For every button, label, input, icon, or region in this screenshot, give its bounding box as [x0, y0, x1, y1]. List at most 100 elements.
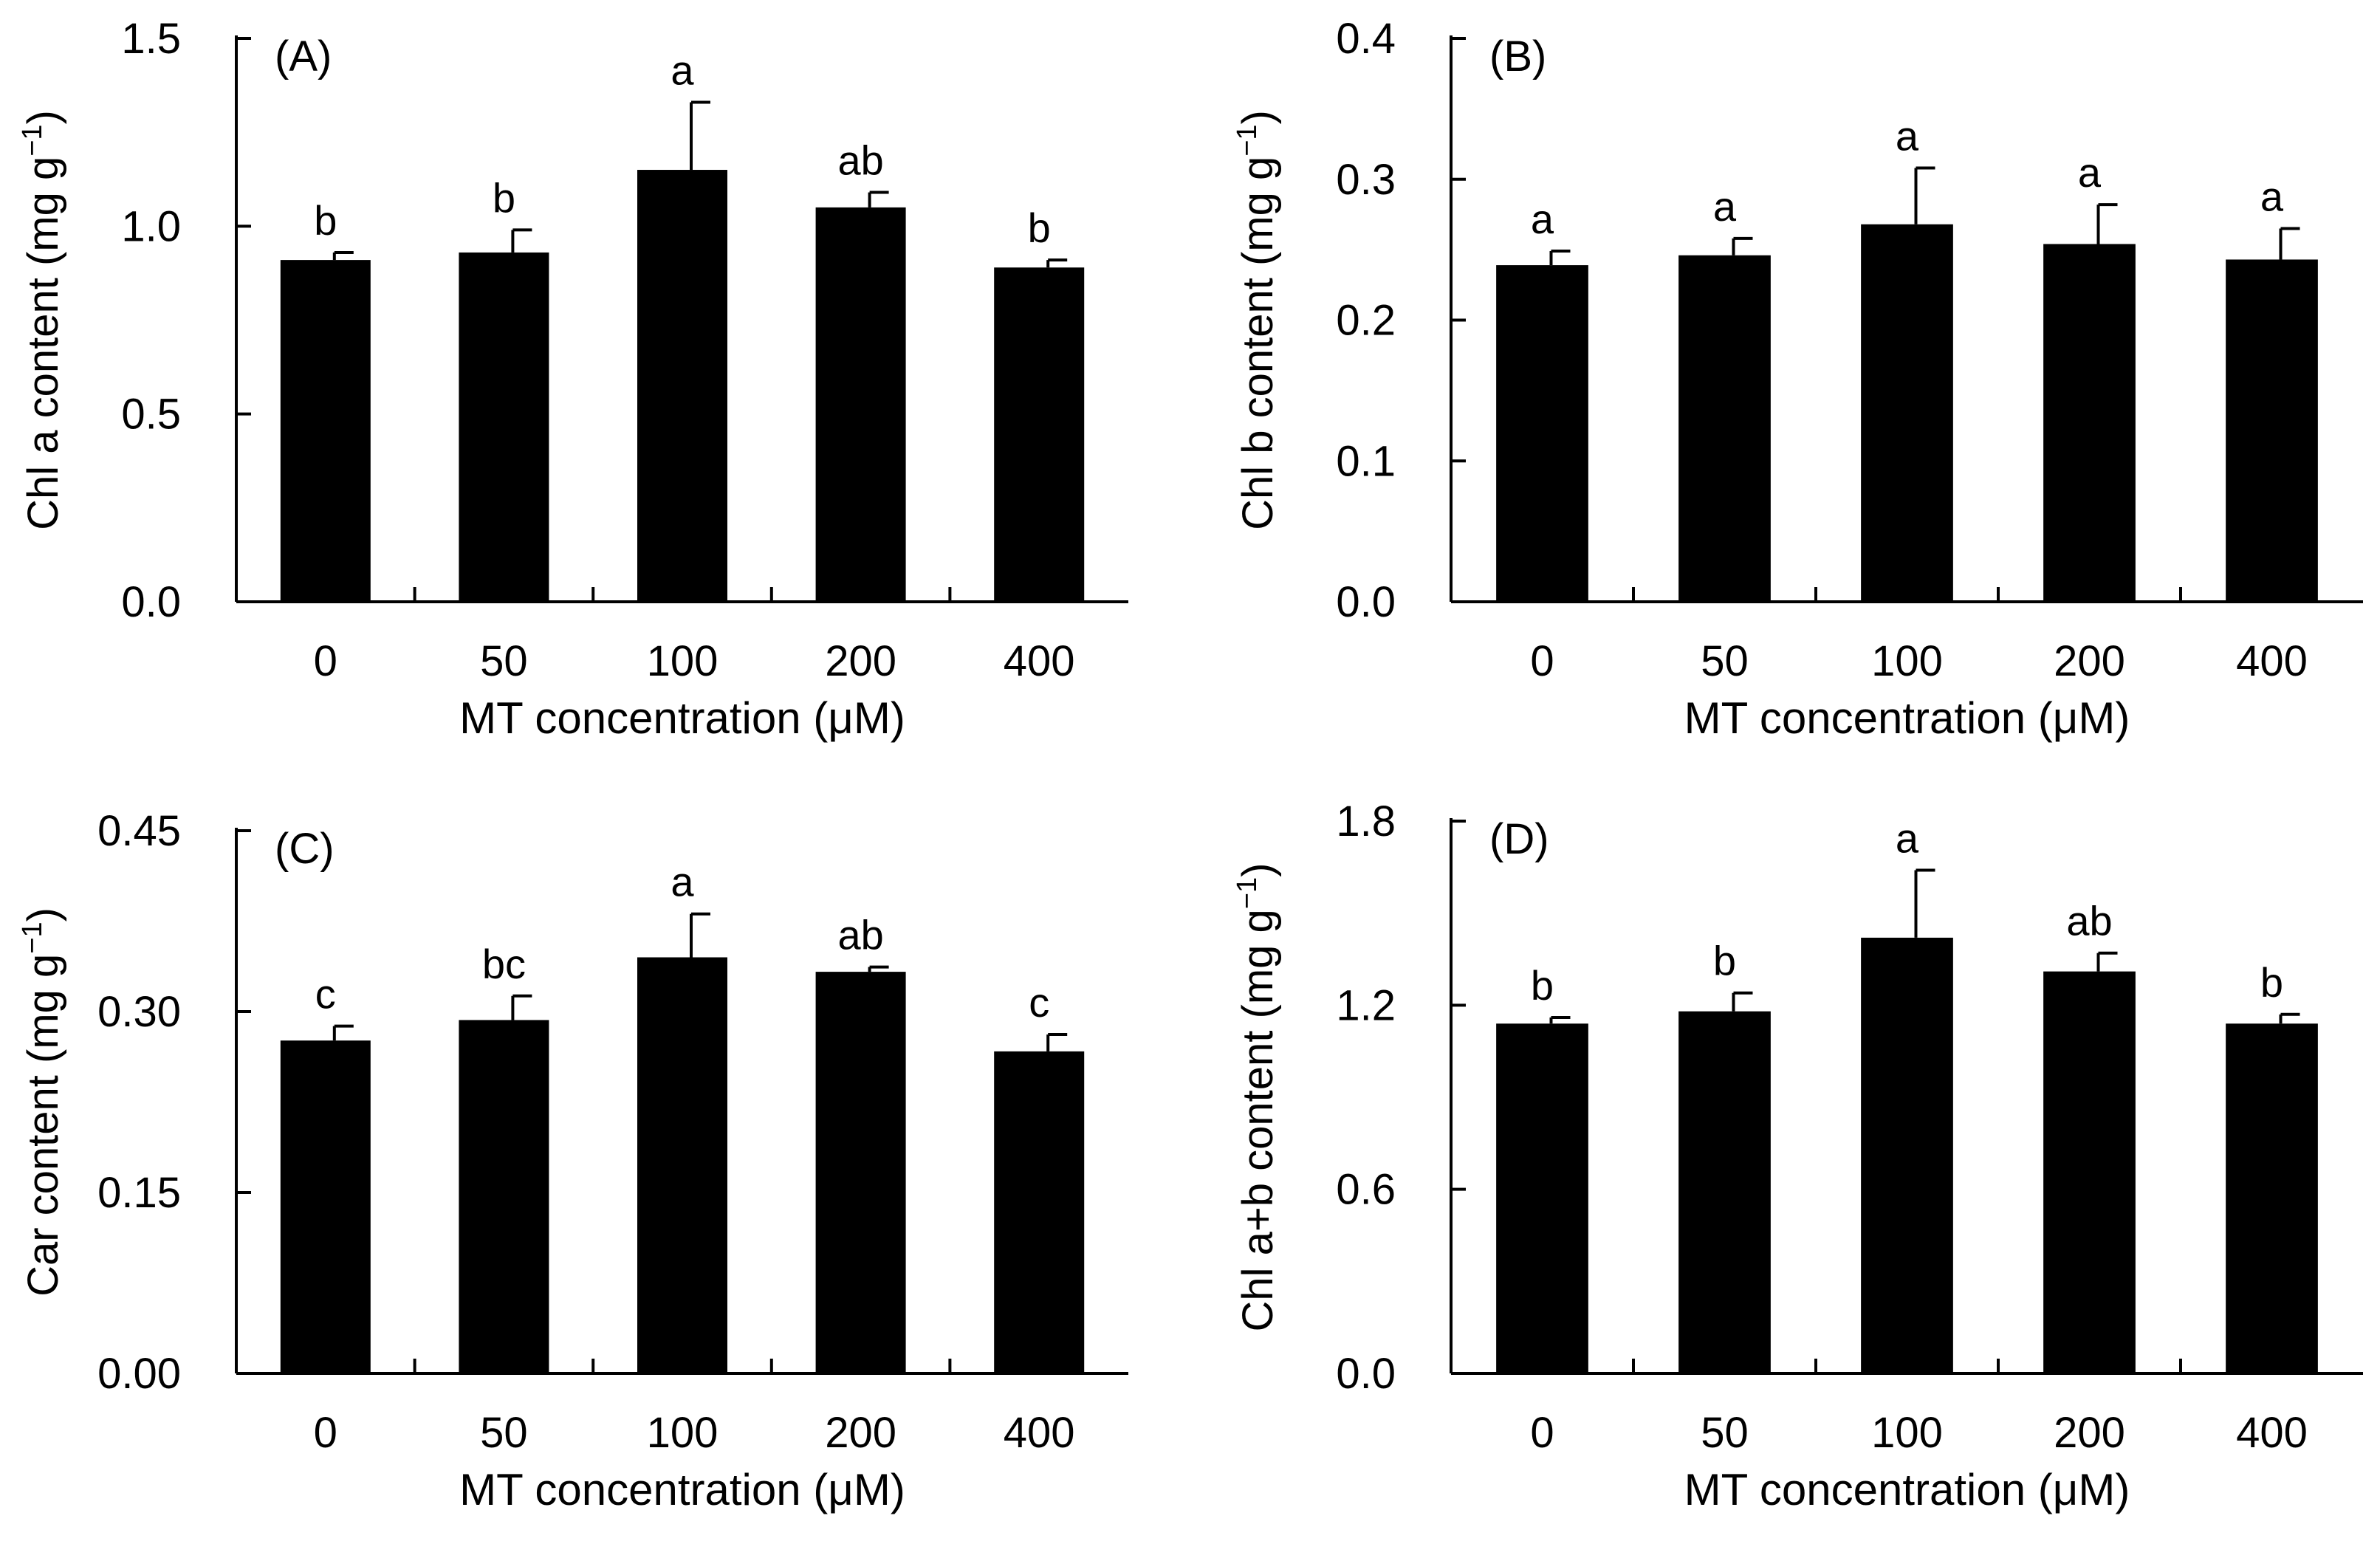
significance-letter: b	[2260, 959, 2283, 1006]
x-tick-label: 0	[1530, 1409, 1554, 1457]
y-tick-label: 1.0	[121, 202, 181, 250]
x-axis-label: MT concentration (μM)	[459, 693, 905, 743]
bar	[2226, 1023, 2318, 1373]
bar	[1678, 255, 1771, 602]
chart-panel-0: 0.0 0.5 1.0 1.5 b 0 b 50 a 100 ab 200 b 400 MT concent…	[17, 15, 1128, 743]
y-tick-label: 1.2	[1336, 981, 1396, 1029]
x-tick-label: 100	[647, 1409, 719, 1457]
significance-letter: ab	[837, 137, 883, 184]
y-axis-label-superscript: −1	[17, 922, 48, 953]
significance-letter: a	[1713, 183, 1737, 230]
x-axis-label: MT concentration (μM)	[1684, 1465, 2130, 1514]
y-tick-label: 0.2	[1336, 297, 1396, 345]
x-tick-label: 400	[1004, 637, 1075, 685]
x-tick-label: 200	[2054, 1409, 2125, 1457]
y-axis-label-superscript: −1	[1232, 877, 1263, 909]
bar	[815, 207, 906, 602]
y-tick-label: 0.0	[121, 578, 181, 626]
significance-letter: a	[671, 859, 694, 905]
chart-panel-1: 0.0 0.1 0.2 0.3 0.4 a 0 a 50 a 100 a 200 a 400 MT conce…	[1232, 15, 2363, 743]
significance-letter: a	[1896, 814, 1919, 861]
y-axis-label-close: )	[1234, 110, 1282, 124]
y-axis-label-close: )	[19, 110, 67, 124]
bar	[459, 252, 549, 602]
bar	[280, 260, 371, 602]
y-tick-label: 1.8	[1336, 797, 1396, 845]
significance-letter: ab	[2066, 898, 2112, 944]
x-tick-label: 50	[1701, 1409, 1749, 1457]
bar	[1678, 1011, 1771, 1373]
y-tick-label: 0.1	[1336, 437, 1396, 485]
significance-letter: a	[2078, 149, 2102, 196]
panel-label: (D)	[1489, 815, 1549, 863]
x-tick-label: 50	[480, 637, 528, 685]
x-axis-label: MT concentration (μM)	[1684, 693, 2130, 743]
x-tick-label: 400	[2236, 1409, 2308, 1457]
x-tick-label: 0	[314, 1409, 337, 1457]
significance-letter: b	[314, 197, 337, 244]
bar	[280, 1040, 371, 1373]
significance-letter: a	[671, 47, 694, 93]
bar	[994, 267, 1085, 602]
x-tick-label: 200	[825, 1409, 896, 1457]
bar	[637, 170, 728, 603]
significance-letter: b	[1028, 205, 1051, 251]
bar	[637, 957, 728, 1373]
chart-panel-2: 0.00 0.15 0.30 0.45 c 0 bc 50 a 100 ab 200 c 400 MT co…	[17, 807, 1128, 1514]
bar	[2043, 971, 2136, 1373]
x-tick-label: 200	[825, 637, 896, 685]
x-tick-label: 400	[2236, 637, 2308, 685]
bar	[1496, 1023, 1588, 1373]
bar	[2043, 244, 2136, 602]
x-tick-label: 100	[1871, 637, 1943, 685]
significance-letter: a	[1531, 196, 1554, 242]
significance-letter: bc	[482, 941, 526, 987]
y-axis-label-superscript: −1	[1232, 124, 1263, 156]
x-tick-label: 50	[480, 1409, 528, 1457]
significance-letter: c	[1029, 979, 1049, 1026]
x-tick-label: 400	[1004, 1409, 1075, 1457]
y-axis-label-close: )	[19, 907, 67, 922]
x-axis-label: MT concentration (μM)	[459, 1465, 905, 1514]
y-tick-label: 0.15	[97, 1169, 181, 1217]
x-tick-label: 200	[2054, 637, 2125, 685]
y-axis-label-main: Chl b content (mg g	[1234, 157, 1282, 530]
x-tick-label: 0	[1530, 637, 1554, 685]
panel-label: (C)	[275, 825, 335, 873]
x-tick-label: 100	[647, 637, 719, 685]
bar	[1861, 224, 1953, 602]
bar	[994, 1051, 1085, 1373]
x-tick-label: 0	[314, 637, 337, 685]
significance-letter: c	[315, 971, 336, 1017]
y-axis-label: Chl a content (mg g−1)	[17, 110, 67, 530]
significance-letter: b	[493, 174, 515, 221]
y-tick-label: 0.45	[97, 807, 181, 855]
y-axis-label: Chl b content (mg g−1)	[1232, 110, 1282, 530]
y-tick-label: 1.5	[121, 15, 181, 63]
y-axis-label: Chl a+b content (mg g−1)	[1232, 863, 1282, 1332]
significance-letter: a	[2260, 174, 2284, 220]
y-axis-label-superscript: −1	[17, 124, 48, 156]
y-tick-label: 0.3	[1336, 156, 1396, 204]
y-axis-label-main: Chl a+b content (mg g	[1234, 909, 1282, 1331]
y-tick-label: 0.00	[97, 1350, 181, 1398]
x-tick-label: 100	[1871, 1409, 1943, 1457]
y-axis-label: Car content (mg g−1)	[17, 907, 67, 1297]
significance-letter: a	[1896, 112, 1919, 159]
panel-label: (A)	[275, 32, 332, 80]
y-tick-label: 0.4	[1336, 15, 1396, 63]
y-axis-label-close: )	[1234, 863, 1282, 877]
y-tick-label: 0.0	[1336, 578, 1396, 626]
bar	[1861, 937, 1953, 1373]
chart-panel-3: 0.0 0.6 1.2 1.8 b 0 b 50 a 100 ab 200 b 400 MT concent…	[1232, 797, 2363, 1514]
y-tick-label: 0.5	[121, 391, 181, 439]
significance-letter: ab	[837, 912, 883, 958]
significance-letter: b	[1713, 938, 1736, 984]
bar	[2226, 259, 2318, 602]
y-tick-label: 0.0	[1336, 1350, 1396, 1398]
panel-label: (B)	[1489, 32, 1546, 80]
y-axis-label-main: Car content (mg g	[19, 954, 67, 1297]
bar	[815, 972, 906, 1373]
y-tick-label: 0.6	[1336, 1166, 1396, 1214]
